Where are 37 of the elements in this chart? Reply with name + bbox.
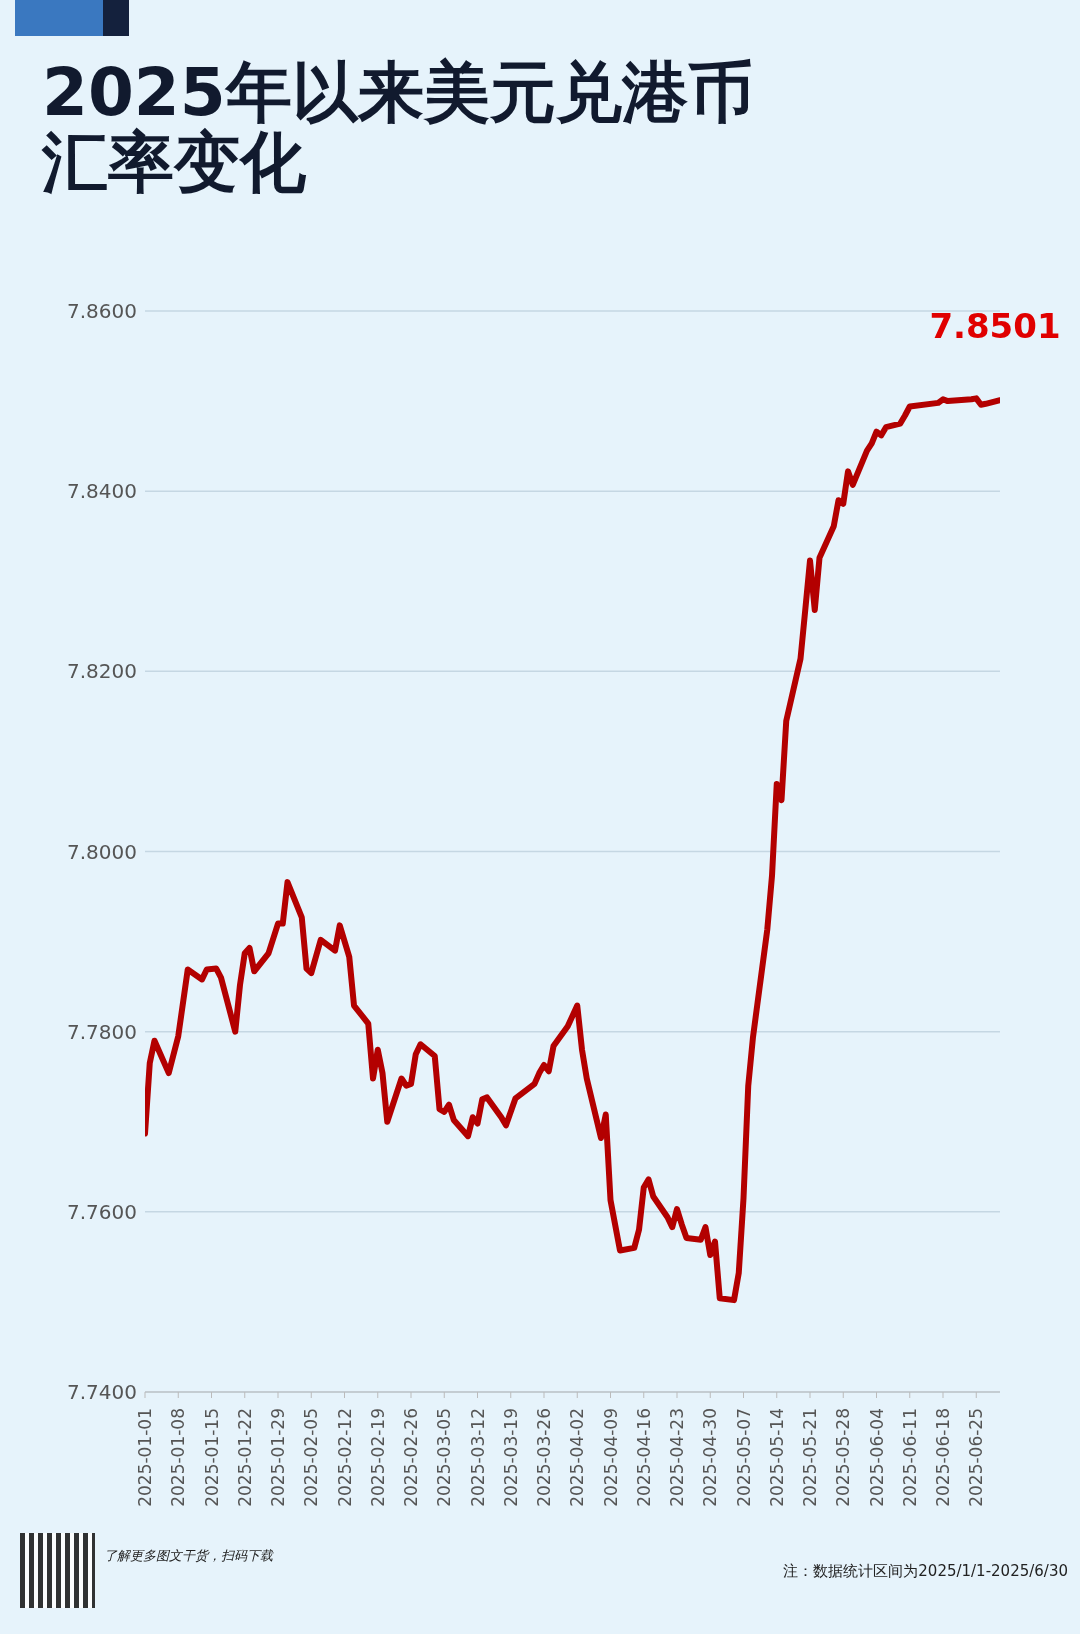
x-tick-label: 2025-03-05 <box>434 1408 455 1507</box>
y-tick-label: 7.7400 <box>67 1380 137 1405</box>
x-tick-label: 2025-02-19 <box>367 1408 388 1507</box>
x-tick-label: 2025-01-08 <box>168 1408 189 1507</box>
x-tick-label: 2025-02-26 <box>401 1408 421 1507</box>
x-tick-label: 2025-02-12 <box>334 1408 355 1507</box>
x-tick-label: 2025-01-22 <box>234 1408 255 1507</box>
y-tick-label: 7.8400 <box>67 479 137 504</box>
y-tick-label: 7.7600 <box>67 1199 137 1224</box>
y-tick-label: 7.8600 <box>67 299 137 324</box>
annotation: 7.8501 <box>929 306 1061 347</box>
x-tick-label: 2025-05-28 <box>833 1408 854 1507</box>
x-tick-label: 2025-04-02 <box>567 1408 588 1507</box>
chart-title: 2025年以来美元兑港币汇率变化 <box>42 54 755 201</box>
x-tick-label: 2025-03-26 <box>534 1408 554 1507</box>
x-tick-label: 2025-06-04 <box>866 1408 887 1507</box>
x-tick-label: 2025-01-15 <box>201 1408 222 1507</box>
x-tick-label: 2025-02-05 <box>301 1408 322 1507</box>
x-tick-label: 2025-05-14 <box>766 1408 787 1507</box>
x-tick-label: 2025-04-16 <box>633 1408 654 1507</box>
x-tick-label: 2025-01-29 <box>268 1408 288 1507</box>
y-tick-label: 7.7800 <box>67 1019 137 1044</box>
x-tick-label: 2025-03-12 <box>467 1408 488 1507</box>
x-tick-label: 2025-03-19 <box>500 1408 521 1507</box>
y-tick-label: 7.8200 <box>67 659 137 684</box>
text: 了解更多图文干货，扫码下载 <box>104 1547 273 1565</box>
text: 注：数据统计区间为2025/1/1-2025/6/30 <box>783 1562 1068 1581</box>
x-tick-label: 2025-04-09 <box>600 1408 621 1507</box>
x-tick-label: 2025-04-30 <box>700 1408 721 1507</box>
x-tick-label: 2025-04-23 <box>667 1408 687 1507</box>
x-tick-label: 2025-06-18 <box>933 1408 953 1507</box>
x-tick-label: 2025-06-11 <box>899 1408 920 1507</box>
x-tick-label: 2025-05-21 <box>800 1408 820 1507</box>
y-tick-label: 7.8000 <box>67 839 137 864</box>
x-tick-label: 2025-05-07 <box>733 1408 754 1507</box>
x-tick-label: 2025-06-25 <box>966 1408 987 1507</box>
x-tick-label: 2025-01-01 <box>135 1408 155 1507</box>
